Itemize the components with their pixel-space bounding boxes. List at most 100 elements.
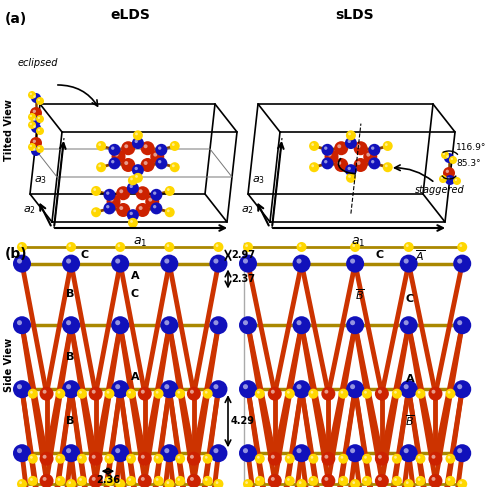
Circle shape: [115, 259, 120, 263]
Circle shape: [368, 144, 381, 156]
Circle shape: [30, 107, 42, 119]
Circle shape: [106, 191, 109, 195]
Circle shape: [130, 220, 133, 223]
Circle shape: [404, 242, 413, 252]
Circle shape: [255, 476, 265, 486]
Circle shape: [392, 476, 402, 486]
Circle shape: [257, 478, 260, 481]
Circle shape: [177, 456, 180, 459]
Circle shape: [353, 481, 355, 484]
Circle shape: [132, 137, 144, 149]
Circle shape: [92, 390, 96, 393]
Text: 85.3°: 85.3°: [456, 158, 481, 168]
Circle shape: [13, 255, 31, 273]
Circle shape: [106, 205, 109, 208]
Text: 2.37: 2.37: [231, 274, 255, 284]
Circle shape: [132, 164, 144, 176]
Circle shape: [451, 158, 453, 160]
Circle shape: [107, 195, 120, 208]
Circle shape: [164, 207, 175, 217]
Circle shape: [287, 456, 290, 459]
Circle shape: [346, 444, 364, 462]
Circle shape: [445, 476, 456, 486]
Circle shape: [404, 448, 409, 453]
Circle shape: [166, 481, 169, 484]
Text: 116.9°: 116.9°: [456, 143, 487, 151]
Circle shape: [17, 259, 22, 263]
Circle shape: [150, 203, 163, 214]
Circle shape: [55, 389, 65, 399]
Circle shape: [164, 242, 174, 252]
Circle shape: [98, 143, 101, 146]
Circle shape: [66, 384, 71, 389]
Circle shape: [30, 456, 33, 459]
Circle shape: [297, 384, 301, 389]
Circle shape: [287, 478, 290, 481]
Circle shape: [98, 165, 101, 167]
Circle shape: [394, 391, 397, 393]
Circle shape: [43, 477, 47, 481]
Circle shape: [346, 316, 364, 334]
Circle shape: [271, 477, 275, 481]
Circle shape: [154, 454, 164, 464]
Circle shape: [107, 478, 109, 481]
Circle shape: [453, 444, 471, 462]
Circle shape: [92, 477, 96, 481]
Circle shape: [257, 456, 260, 459]
Circle shape: [346, 131, 356, 140]
Circle shape: [40, 452, 54, 466]
Circle shape: [126, 454, 136, 464]
Circle shape: [385, 165, 388, 167]
Circle shape: [297, 448, 301, 453]
Circle shape: [164, 448, 169, 453]
Circle shape: [79, 391, 82, 393]
Circle shape: [145, 195, 159, 208]
Circle shape: [126, 389, 136, 399]
Circle shape: [33, 118, 36, 121]
Circle shape: [346, 255, 364, 273]
Circle shape: [325, 390, 328, 393]
Text: 2.36: 2.36: [96, 475, 120, 485]
Circle shape: [104, 203, 115, 214]
Circle shape: [448, 391, 450, 393]
Circle shape: [114, 153, 118, 157]
Text: C: C: [376, 250, 384, 260]
Circle shape: [79, 478, 82, 481]
Circle shape: [30, 145, 32, 147]
Circle shape: [293, 316, 310, 334]
Circle shape: [164, 384, 169, 389]
Circle shape: [348, 140, 351, 143]
Text: $a_3$: $a_3$: [252, 174, 265, 186]
Circle shape: [245, 481, 248, 484]
Circle shape: [271, 390, 275, 393]
Circle shape: [255, 454, 265, 464]
Circle shape: [239, 444, 257, 462]
Circle shape: [119, 189, 123, 193]
Circle shape: [203, 476, 213, 486]
Circle shape: [353, 244, 355, 247]
Circle shape: [327, 153, 331, 157]
Circle shape: [138, 387, 152, 401]
Circle shape: [368, 157, 381, 169]
Circle shape: [111, 316, 129, 334]
Circle shape: [350, 259, 355, 263]
Circle shape: [36, 97, 44, 105]
Circle shape: [150, 150, 164, 164]
Circle shape: [308, 454, 318, 464]
Circle shape: [187, 387, 201, 401]
Text: C: C: [131, 289, 139, 300]
Circle shape: [345, 137, 357, 149]
Circle shape: [116, 203, 130, 217]
Circle shape: [130, 185, 133, 188]
Circle shape: [429, 474, 442, 487]
Circle shape: [38, 117, 40, 119]
Circle shape: [271, 455, 275, 459]
Circle shape: [121, 158, 135, 172]
Circle shape: [77, 454, 87, 464]
Circle shape: [239, 255, 257, 273]
Circle shape: [457, 384, 462, 389]
Circle shape: [115, 384, 120, 389]
Text: $a_1$: $a_1$: [351, 236, 365, 249]
Circle shape: [406, 244, 409, 247]
Circle shape: [111, 380, 129, 398]
